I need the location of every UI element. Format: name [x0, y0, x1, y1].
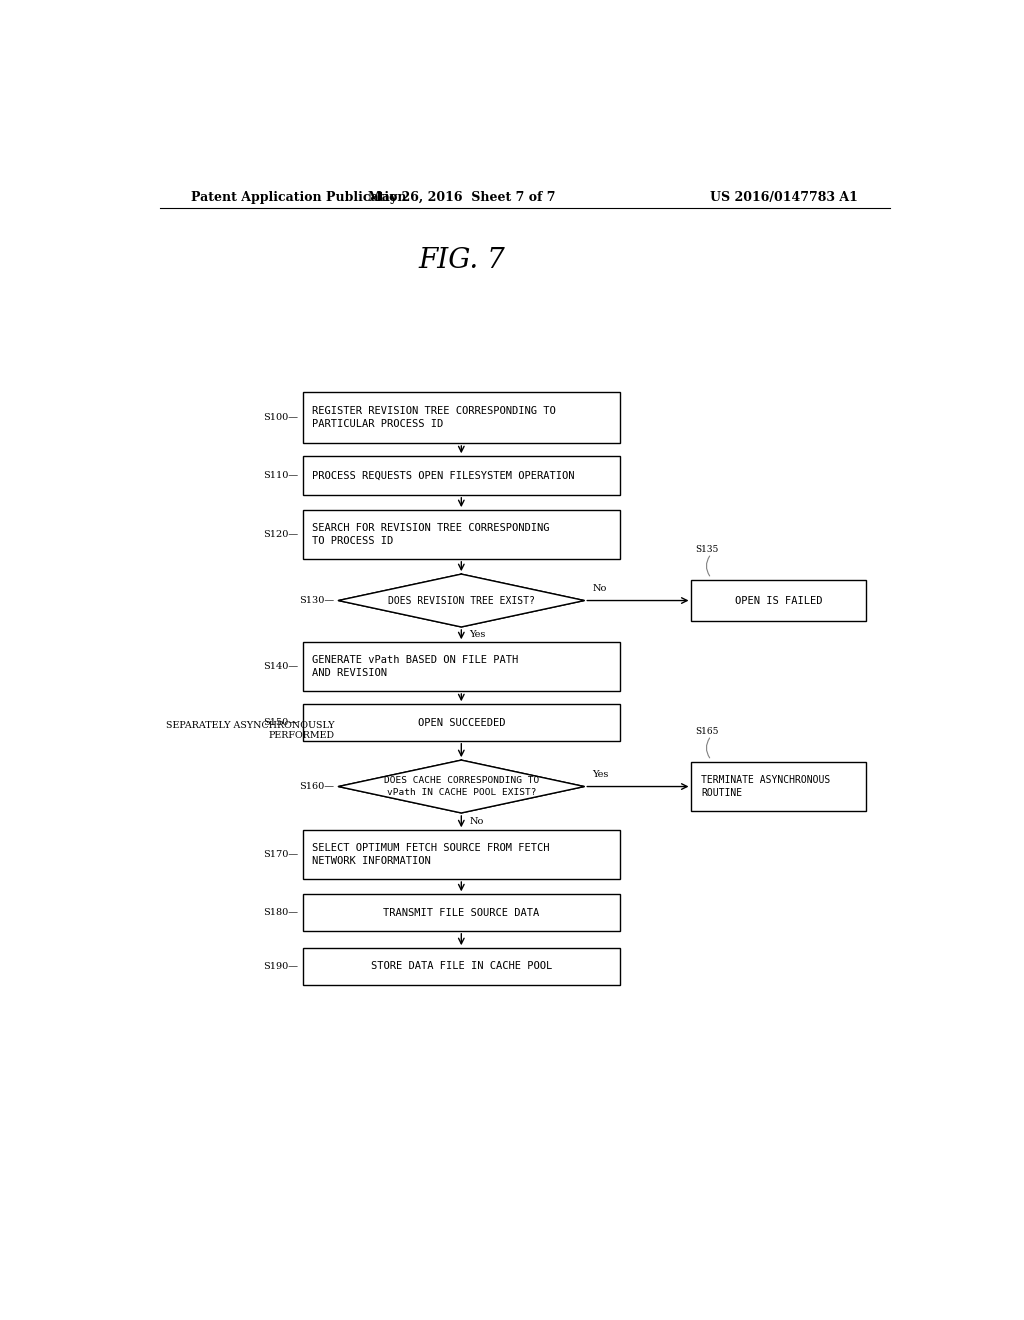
Bar — [303, 704, 621, 741]
Text: SEPARATELY ASYNCHRONOUSLY
PERFORMED: SEPARATELY ASYNCHRONOUSLY PERFORMED — [166, 721, 334, 741]
Text: Yes: Yes — [469, 630, 485, 639]
Text: SEARCH FOR REVISION TREE CORRESPONDING
TO PROCESS ID: SEARCH FOR REVISION TREE CORRESPONDING T… — [312, 523, 550, 546]
Text: S135: S135 — [695, 545, 719, 554]
Bar — [691, 581, 866, 620]
Text: S140—: S140— — [263, 663, 299, 671]
Text: TRANSMIT FILE SOURCE DATA: TRANSMIT FILE SOURCE DATA — [383, 908, 540, 917]
Text: PROCESS REQUESTS OPEN FILESYSTEM OPERATION: PROCESS REQUESTS OPEN FILESYSTEM OPERATI… — [312, 470, 574, 480]
Bar — [303, 510, 621, 558]
Text: Patent Application Publication: Patent Application Publication — [191, 190, 407, 203]
Text: FIG. 7: FIG. 7 — [418, 247, 505, 273]
Text: S180—: S180— — [263, 908, 299, 917]
Polygon shape — [338, 574, 585, 627]
Bar — [303, 457, 621, 495]
Text: REGISTER REVISION TREE CORRESPONDING TO
PARTICULAR PROCESS ID: REGISTER REVISION TREE CORRESPONDING TO … — [312, 407, 556, 429]
Text: OPEN SUCCEEDED: OPEN SUCCEEDED — [418, 718, 505, 727]
Text: Yes: Yes — [592, 770, 608, 779]
Bar — [303, 948, 621, 985]
Text: May 26, 2016  Sheet 7 of 7: May 26, 2016 Sheet 7 of 7 — [368, 190, 555, 203]
Text: S110—: S110— — [263, 471, 299, 480]
Bar — [303, 894, 621, 931]
Text: GENERATE vPath BASED ON FILE PATH
AND REVISION: GENERATE vPath BASED ON FILE PATH AND RE… — [312, 655, 518, 678]
Text: OPEN IS FAILED: OPEN IS FAILED — [735, 595, 822, 606]
Text: TERMINATE ASYNCHRONOUS
ROUTINE: TERMINATE ASYNCHRONOUS ROUTINE — [701, 775, 830, 797]
Text: S130—: S130— — [299, 597, 334, 605]
Text: STORE DATA FILE IN CACHE POOL: STORE DATA FILE IN CACHE POOL — [371, 961, 552, 972]
Bar — [691, 762, 866, 810]
Text: S160—: S160— — [299, 781, 334, 791]
Text: No: No — [592, 583, 606, 593]
Text: US 2016/0147783 A1: US 2016/0147783 A1 — [711, 190, 858, 203]
Text: DOES CACHE CORRESPONDING TO
vPath IN CACHE POOL EXIST?: DOES CACHE CORRESPONDING TO vPath IN CAC… — [384, 776, 539, 797]
Text: S120—: S120— — [263, 529, 299, 539]
Polygon shape — [338, 760, 585, 813]
Text: S165: S165 — [695, 727, 719, 737]
Text: S100—: S100— — [263, 413, 299, 422]
Text: S150—: S150— — [263, 718, 299, 727]
Bar — [303, 392, 621, 444]
Bar — [303, 830, 621, 879]
Text: SELECT OPTIMUM FETCH SOURCE FROM FETCH
NETWORK INFORMATION: SELECT OPTIMUM FETCH SOURCE FROM FETCH N… — [312, 843, 550, 866]
Text: S190—: S190— — [263, 962, 299, 972]
Text: No: No — [469, 817, 483, 826]
Bar — [303, 643, 621, 690]
Text: DOES REVISION TREE EXIST?: DOES REVISION TREE EXIST? — [388, 595, 535, 606]
Text: S170—: S170— — [263, 850, 299, 859]
